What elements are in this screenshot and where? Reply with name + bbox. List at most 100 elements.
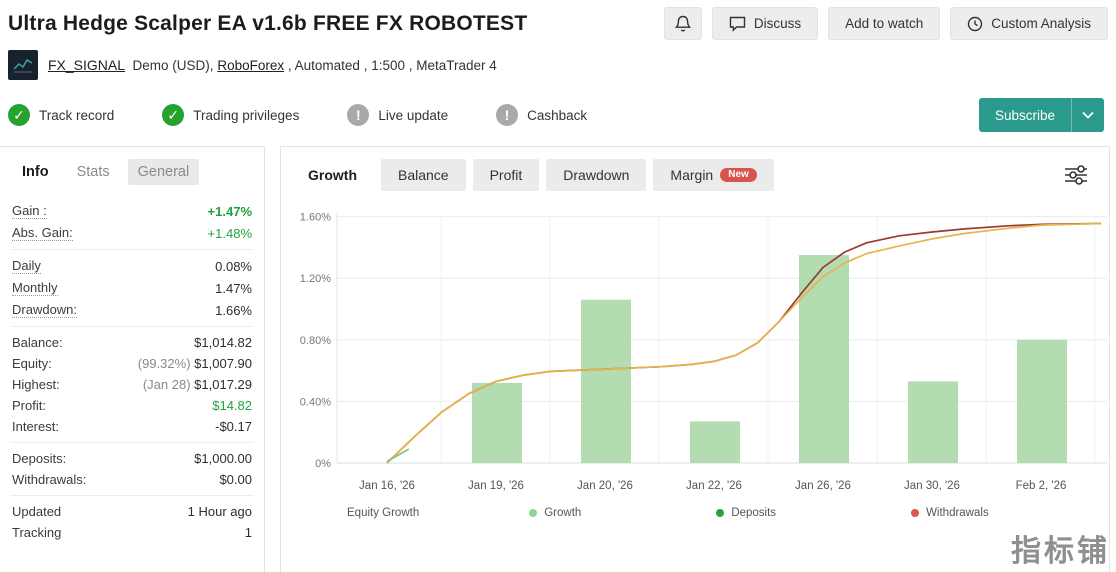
exclamation-icon: ! bbox=[496, 104, 519, 126]
custom-analysis-label: Custom Analysis bbox=[991, 16, 1091, 31]
badge-track-record: ✓ Track record bbox=[8, 104, 114, 126]
x-tick-label: Jan 16, '26 bbox=[359, 480, 415, 492]
info-row-balance: Balance: $1,014.82 bbox=[10, 332, 254, 353]
info-row-label: Updated bbox=[12, 504, 62, 519]
growth-chart[interactable]: 0% 0.40% 0.80% 1.20% 1.60% Jan 16, '26 Jan 19,… bbox=[287, 201, 1107, 501]
custom-analysis-button[interactable]: Custom Analysis bbox=[950, 7, 1108, 40]
info-panel: Info Stats General Gain : +1.47% Abs. Gain: +… bbox=[0, 146, 265, 572]
legend-label: Deposits bbox=[731, 507, 777, 519]
legend-item-deposits: Deposits bbox=[716, 507, 776, 519]
chart-tab-balance[interactable]: Balance bbox=[381, 159, 466, 191]
check-icon: ✓ bbox=[162, 104, 185, 126]
info-row-withdrawals: Withdrawals: $0.00 bbox=[10, 469, 254, 490]
info-row-daily: Daily 0.08% bbox=[10, 255, 254, 277]
growth-bar[interactable] bbox=[690, 421, 740, 463]
info-row-gain: Gain : +1.47% bbox=[10, 200, 254, 222]
main-content: Info Stats General Gain : +1.47% Abs. Gain: +… bbox=[0, 146, 1116, 572]
account-meta: , Automated , 1:500 , MetaTrader 4 bbox=[287, 58, 497, 73]
speech-bubble-icon bbox=[729, 16, 746, 32]
y-tick-label: 1.20% bbox=[300, 273, 331, 285]
broker-link[interactable]: RoboForex bbox=[217, 58, 285, 73]
info-row-value: 1 bbox=[244, 525, 252, 540]
badges-row: ✓ Track record ✓ Trading privileges! Live up… bbox=[0, 88, 1116, 146]
info-row-value: +1.48% bbox=[207, 225, 252, 241]
info-row-value-muted: (Jan 28) bbox=[142, 377, 195, 392]
info-rows: Gain : +1.47% Abs. Gain: +1.48% Daily 0.08% Mo… bbox=[10, 195, 254, 548]
info-row-label: Tracking bbox=[12, 525, 62, 540]
badge-label: Trading privileges bbox=[193, 107, 300, 123]
subscribe-label: Subscribe bbox=[994, 107, 1055, 123]
legend-item-growth: Growth bbox=[529, 507, 581, 519]
page-title: Ultra Hedge Scalper EA v1.6b FREE FX ROB… bbox=[8, 11, 528, 35]
badge-cashback: ! Cashback bbox=[496, 104, 587, 126]
info-row-label: Withdrawals: bbox=[12, 472, 87, 487]
info-row-label[interactable]: Daily bbox=[12, 258, 41, 274]
x-tick-label: Jan 30, '26 bbox=[904, 480, 960, 492]
info-row-label: Equity: bbox=[12, 356, 52, 371]
info-row-value: 1 Hour ago bbox=[187, 504, 252, 519]
chart-settings-icon[interactable] bbox=[1063, 163, 1089, 187]
info-row-value: +1.47% bbox=[207, 203, 252, 219]
notifications-button[interactable] bbox=[663, 7, 702, 40]
info-row-value-muted: (99.32%) bbox=[137, 356, 195, 371]
account-name-link[interactable]: FX_SIGNAL bbox=[48, 57, 126, 73]
subscribe-wrap: Subscribe bbox=[978, 98, 1104, 132]
legend-label: Growth bbox=[544, 507, 582, 519]
info-row-value: 1.66% bbox=[215, 302, 252, 318]
info-group: Gain : +1.47% Abs. Gain: +1.48% bbox=[10, 195, 254, 249]
legend-item-equity-growth: Equity Growth bbox=[347, 507, 419, 519]
info-row-value: $0.00 bbox=[219, 472, 252, 487]
chart-tabs: Growth Balance Profit Drawdown Margin New bbox=[287, 153, 1103, 201]
info-row-label[interactable]: Monthly bbox=[12, 280, 58, 296]
info-tab-stats[interactable]: Stats bbox=[76, 164, 110, 180]
legend-label: Equity Growth bbox=[347, 507, 420, 519]
info-row-profit: Profit: $14.82 bbox=[10, 395, 254, 416]
badge-label: Live update bbox=[378, 107, 449, 123]
growth-bar[interactable] bbox=[799, 255, 849, 463]
exclamation-icon: ! bbox=[347, 104, 370, 126]
chart-canvas[interactable]: 0% 0.40% 0.80% 1.20% 1.60% Jan 16, '26 Jan 19,… bbox=[287, 201, 1107, 501]
growth-bar[interactable] bbox=[472, 382, 522, 463]
info-tab-info[interactable]: Info bbox=[22, 164, 49, 180]
discuss-button[interactable]: Discuss bbox=[711, 7, 819, 40]
info-group: Daily 0.08% Monthly 1.47% Drawdown: 1.66% bbox=[10, 249, 254, 326]
info-row-deposits: Deposits: $1,000.00 bbox=[10, 448, 254, 469]
info-row-value: -$0.17 bbox=[215, 419, 252, 434]
chart-tab-drawdown[interactable]: Drawdown bbox=[546, 159, 647, 191]
subscribe-button[interactable]: Subscribe bbox=[978, 98, 1104, 132]
info-row-label[interactable]: Drawdown: bbox=[12, 302, 78, 318]
y-tick-label: 1.60% bbox=[300, 212, 331, 224]
x-tick-label: Jan 22, '26 bbox=[686, 480, 742, 492]
line-growth-start bbox=[386, 448, 410, 463]
chart-tab-growth[interactable]: Growth bbox=[291, 159, 374, 191]
chart-tab-label: Balance bbox=[398, 167, 449, 183]
account-type: Demo (USD), bbox=[132, 58, 214, 73]
clock-icon bbox=[967, 16, 983, 32]
bell-icon bbox=[674, 15, 691, 33]
info-row-label[interactable]: Gain : bbox=[12, 203, 47, 219]
growth-bar[interactable] bbox=[1017, 339, 1067, 463]
badge-label: Cashback bbox=[527, 107, 588, 123]
growth-bar[interactable] bbox=[581, 299, 631, 463]
account-row: FX_SIGNAL Demo (USD), RoboForex , Automa… bbox=[0, 44, 1116, 88]
info-row-highest: Highest: (Jan 28) $1,017.29 bbox=[10, 374, 254, 395]
chart-tab-profit[interactable]: Profit bbox=[472, 159, 540, 191]
info-tab-general[interactable]: General bbox=[127, 159, 200, 185]
add-to-watch-button[interactable]: Add to watch bbox=[828, 7, 941, 40]
badge-label: Track record bbox=[39, 107, 115, 123]
info-row-absgain: Abs. Gain: +1.48% bbox=[10, 222, 254, 244]
chart-tab-label: Margin bbox=[670, 167, 714, 183]
header-actions: Discuss Add to watch Custom Analysis bbox=[663, 7, 1108, 40]
chart-tab-margin[interactable]: Margin New bbox=[653, 159, 774, 191]
chart-tab-label: Profit bbox=[489, 167, 523, 183]
info-row-label: Profit: bbox=[12, 398, 46, 413]
info-row-value: 0.08% bbox=[215, 258, 252, 274]
growth-bar[interactable] bbox=[908, 381, 958, 463]
info-group: Deposits: $1,000.00 Withdrawals: $0.00 bbox=[10, 442, 254, 495]
legend-dot bbox=[716, 509, 725, 517]
info-group: Updated 1 Hour ago Tracking 1 bbox=[10, 495, 254, 548]
chevron-down-icon[interactable] bbox=[1071, 98, 1104, 132]
x-tick-label: Jan 19, '26 bbox=[468, 480, 524, 492]
info-row-label[interactable]: Abs. Gain: bbox=[12, 225, 73, 241]
account-logo bbox=[8, 50, 38, 80]
